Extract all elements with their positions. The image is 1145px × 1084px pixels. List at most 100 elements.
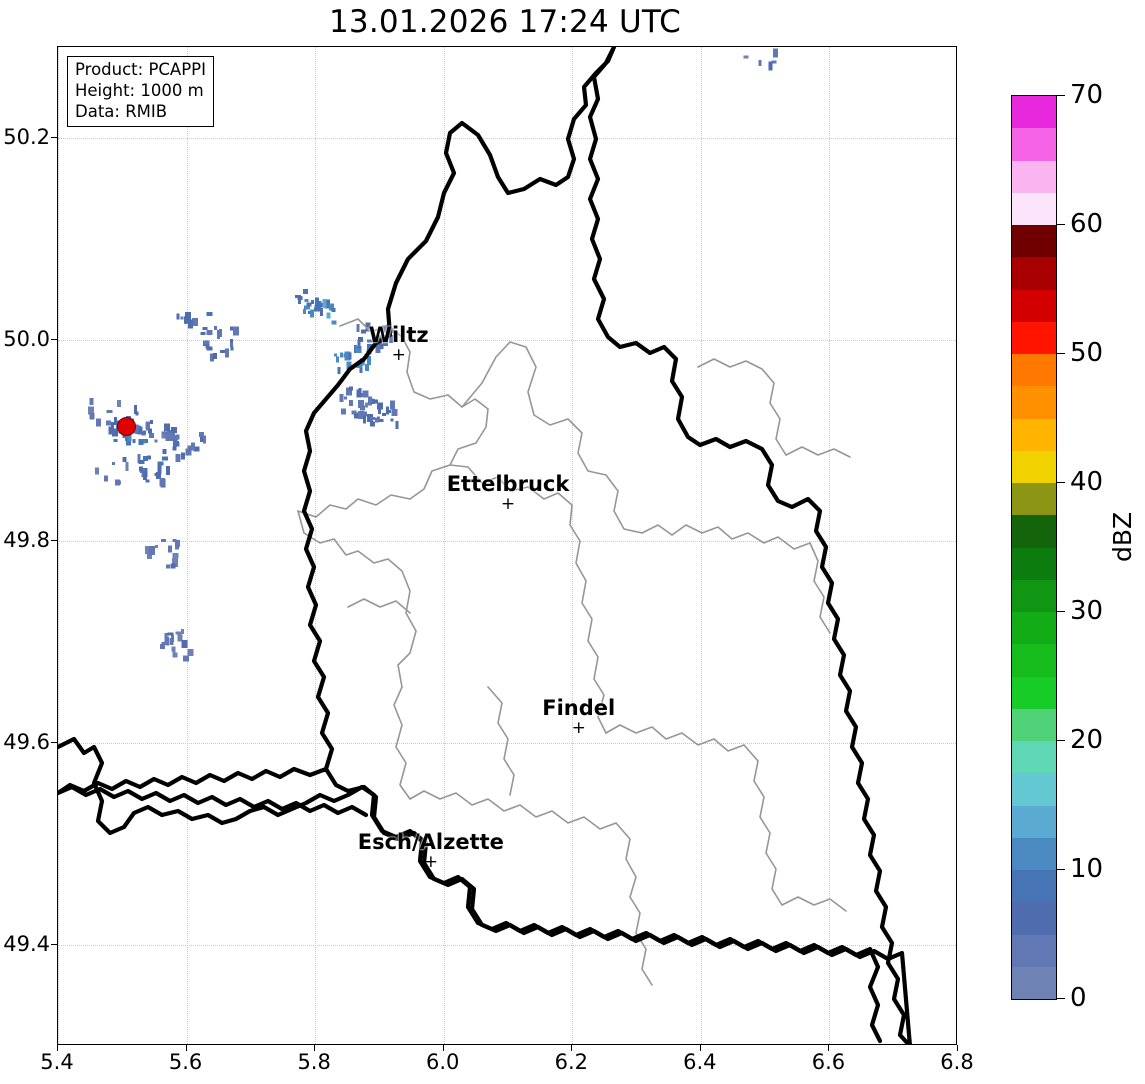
- radar-echo-cell: [768, 61, 773, 71]
- radar-echo-cell: [181, 629, 184, 634]
- x-tick-0: [57, 1045, 58, 1051]
- radar-echo-cell: [172, 439, 177, 447]
- radar-echo-cell: [339, 393, 344, 402]
- radar-echo-cell: [357, 339, 361, 349]
- radar-echo-cell: [146, 551, 152, 559]
- radar-echo-cell: [335, 356, 339, 363]
- radar-echo-cell: [114, 416, 118, 425]
- radar-echo-cell: [385, 409, 391, 413]
- radar-echo-cell: [171, 646, 176, 652]
- colorbar-band-26: [1012, 128, 1056, 161]
- radar-echo-cell: [138, 439, 144, 445]
- radar-echo-cell: [230, 326, 233, 331]
- y-tick-label-3: 50.0: [3, 326, 50, 351]
- radar-echo-cell: [176, 313, 180, 320]
- radar-echo-cell: [193, 446, 200, 452]
- colorbar-band-21: [1012, 289, 1056, 322]
- radar-echo-cell: [297, 299, 301, 304]
- radar-echo-cell: [104, 475, 109, 482]
- gridline-horizontal-0: [58, 945, 956, 947]
- radar-echo-cell: [115, 479, 121, 486]
- radar-echo-cell: [348, 386, 353, 391]
- radar-echo-cell: [326, 312, 331, 319]
- gridline-vertical-4: [572, 47, 574, 1044]
- radar-echo-cell: [377, 344, 384, 350]
- x-tick-4: [571, 1045, 573, 1051]
- city-label-findel: Findel +: [542, 696, 615, 737]
- radar-echo-cell: [218, 329, 222, 338]
- radar-echo-cell: [367, 339, 373, 343]
- radar-echo-cell: [135, 411, 139, 416]
- city-label-wiltz: Wiltz +: [369, 323, 429, 364]
- radar-echo-cell: [348, 352, 352, 360]
- radar-echo-cell: [157, 461, 164, 466]
- radar-echo-cell: [304, 299, 309, 302]
- radar-echo-cell: [230, 338, 234, 343]
- radar-map-plot[interactable]: Product: PCAPPI Height: 1000 m Data: RMI…: [57, 46, 957, 1045]
- radar-echo-cell: [166, 636, 169, 646]
- x-tick-label-1: 5.6: [168, 1050, 203, 1074]
- gridline-vertical-2: [315, 47, 317, 1044]
- radar-echo-cell: [389, 335, 393, 343]
- y-tick-2: [51, 540, 57, 542]
- radar-echo-cell: [202, 326, 208, 330]
- radar-echo-cell: [162, 449, 167, 455]
- radar-echo-cell: [358, 336, 364, 342]
- radar-echo-layer: [87, 48, 778, 662]
- y-tick-3: [51, 338, 57, 340]
- colorbar[interactable]: [1011, 95, 1057, 1000]
- radar-echo-cell: [175, 454, 181, 463]
- radar-echo-cell: [170, 634, 174, 642]
- radar-echo-cell: [143, 456, 148, 462]
- colorbar-band-17: [1012, 418, 1056, 451]
- radar-echo-cell: [390, 418, 394, 422]
- radar-echo-cell: [233, 326, 240, 336]
- radar-echo-cell: [363, 415, 367, 424]
- colorbar-band-13: [1012, 547, 1056, 580]
- radar-echo-cell: [154, 544, 158, 548]
- radar-echo-cell: [322, 299, 327, 309]
- radar-echo-cell: [314, 304, 320, 310]
- radar-echo-cell: [230, 346, 234, 351]
- colorbar-band-7: [1012, 741, 1056, 774]
- y-tick-1: [51, 742, 57, 744]
- radar-echo-cell: [108, 426, 113, 435]
- colorbar-band-23: [1012, 225, 1056, 258]
- radar-echo-cell: [164, 423, 170, 432]
- radar-echo-cell: [375, 344, 381, 353]
- radar-echo-cell: [146, 421, 151, 431]
- radar-echo-cell: [390, 401, 395, 408]
- colorbar-band-8: [1012, 708, 1056, 741]
- city-name: Ettelbruck: [446, 472, 570, 497]
- y-tick-0: [51, 944, 57, 946]
- radar-echo-cell: [167, 632, 174, 636]
- radar-echo-cell: [154, 473, 161, 477]
- colorbar-band-12: [1012, 579, 1056, 612]
- colorbar-tick-label-4: 40: [1070, 467, 1104, 497]
- y-tick-label-0: 49.4: [3, 932, 50, 957]
- colorbar-band-19: [1012, 354, 1056, 387]
- gridline-vertical-6: [829, 47, 831, 1044]
- colorbar-band-15: [1012, 483, 1056, 516]
- colorbar-tick-label-6: 60: [1070, 209, 1104, 239]
- radar-echo-cell: [360, 329, 366, 334]
- map-geometry: [58, 47, 912, 1044]
- radar-echo-cell: [112, 462, 115, 466]
- radar-echo-cell: [89, 412, 95, 419]
- radar-echo-cell: [365, 322, 371, 332]
- colorbar-band-0: [1012, 966, 1056, 999]
- radar-echo-cell: [137, 425, 141, 435]
- radar-echo-cell: [361, 393, 367, 398]
- radar-echo-cell: [203, 340, 210, 345]
- radar-echo-cell: [364, 363, 369, 371]
- gridline-vertical-3: [443, 47, 445, 1044]
- colorbar-band-18: [1012, 386, 1056, 419]
- radar-echo-cell: [106, 410, 113, 414]
- radar-echo-cell: [364, 402, 368, 408]
- radar-echo-cell: [134, 405, 138, 415]
- city-label-esch-alzette: Esch/Alzette +: [358, 830, 504, 871]
- colorbar-tick-2: [1056, 740, 1065, 741]
- radar-echo-cell: [331, 320, 337, 325]
- radar-echo-cell: [297, 295, 303, 300]
- colorbar-tick-1: [1056, 869, 1065, 870]
